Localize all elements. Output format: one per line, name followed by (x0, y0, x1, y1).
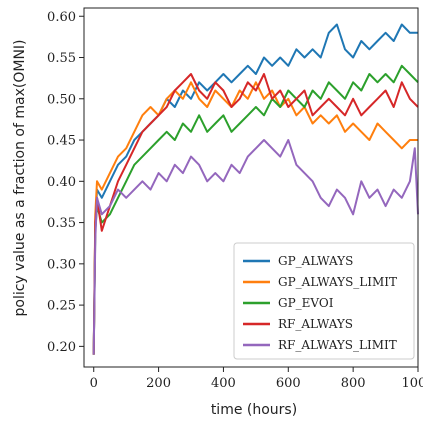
series-line-0 (92, 23, 418, 355)
y-tick-label: 0.40 (47, 175, 76, 190)
x-tick-label: 200 (146, 376, 171, 391)
x-axis-label: time (hours) (211, 402, 297, 418)
y-tick-label: 0.50 (47, 92, 76, 107)
legend-box (233, 242, 415, 360)
y-tick-label: 0.20 (47, 340, 76, 355)
y-tick-label: 0.45 (47, 134, 76, 149)
plot-area (92, 23, 419, 355)
plot-frame (83, 7, 419, 368)
legend-label: GP_ALWAYS_LIMIT (278, 275, 397, 289)
series-line-3 (92, 73, 419, 355)
x-tick-label: 800 (341, 376, 366, 391)
y-tick-label: 0.60 (47, 10, 76, 25)
y-axis-label: policy value as a fraction of max(OMNI) (12, 39, 28, 316)
y-tick-label: 0.35 (47, 216, 76, 231)
x-tick-label: 600 (276, 376, 301, 391)
x-tick-label: 400 (211, 376, 236, 391)
legend-label: GP_ALWAYS (278, 254, 353, 268)
legend-label: RF_ALWAYS (278, 317, 353, 331)
series-line-1 (92, 81, 418, 355)
legend-label: GP_EVOI (278, 296, 334, 310)
series-line-2 (92, 64, 419, 355)
x-tick-label: 0 (90, 376, 98, 391)
y-tick-label: 0.55 (47, 51, 76, 66)
legend: GP_ALWAYS GP_ALWAYS_LIMIT GP_EVOI RF_ALWAYS… (233, 242, 415, 360)
series-line-4 (92, 139, 419, 355)
legend-label: RF_ALWAYS_LIMIT (278, 338, 397, 352)
y-tick-label: 0.25 (47, 299, 76, 314)
y-tick-label: 0.30 (47, 257, 76, 272)
